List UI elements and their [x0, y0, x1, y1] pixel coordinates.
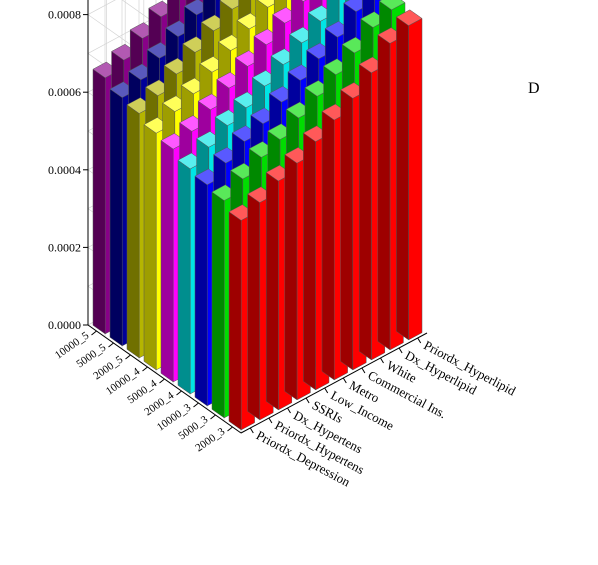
- bar-side-face: [284, 154, 298, 401]
- bar-side-face: [194, 175, 208, 407]
- z-tick-label: 0.0004: [48, 163, 81, 177]
- series-tick-mark: [176, 390, 182, 396]
- bar-side-face: [247, 193, 261, 421]
- z-tick-label: 0.0000: [48, 318, 81, 332]
- bar-top-face: [395, 9, 423, 26]
- series-tick-mark: [125, 354, 131, 360]
- category-tick-mark: [268, 417, 273, 424]
- bar: [395, 9, 423, 341]
- bar-side-face: [92, 68, 106, 335]
- z-tick-label: 0.0008: [48, 8, 81, 22]
- category-tick-mark: [380, 357, 384, 364]
- bar-top-face: [300, 0, 307, 2]
- bar-front-face: [408, 17, 423, 341]
- bar-side-face: [126, 104, 140, 359]
- panel-label: D: [528, 80, 540, 97]
- series-tick-mark: [159, 378, 165, 384]
- z-tick-label: 0.0002: [48, 240, 81, 254]
- category-tick-mark: [287, 407, 291, 414]
- bar-side-face: [160, 140, 174, 383]
- bar-side-face: [303, 132, 316, 391]
- series-tick-mark: [227, 426, 233, 432]
- bar-side-face: [358, 63, 372, 361]
- bar-side-face: [177, 159, 191, 395]
- bar-side-face: [340, 89, 354, 371]
- z-tick-label: 0.0006: [48, 85, 81, 99]
- category-tick-mark: [249, 427, 254, 434]
- category-tick-mark: [398, 347, 403, 354]
- category-tick-mark: [305, 397, 310, 404]
- bar-side-face: [377, 34, 391, 351]
- series-tick-mark: [91, 330, 97, 336]
- bar-side-face: [321, 110, 335, 381]
- series-tick-mark: [210, 414, 216, 420]
- series-tick-mark: [193, 402, 199, 408]
- bars: [92, 0, 423, 431]
- category-tick-mark: [417, 337, 422, 344]
- bar-side-face: [228, 211, 242, 431]
- category-tick-mark: [361, 367, 366, 374]
- series-tick-mark: [108, 342, 114, 348]
- bar-side-face: [396, 16, 409, 341]
- bar-top-face: [378, 0, 406, 11]
- bar-side-face: [143, 124, 157, 371]
- category-axis-line: [240, 332, 428, 434]
- series-tick-mark: [142, 366, 148, 372]
- category-tick-mark: [324, 387, 329, 394]
- bar-side-face: [211, 191, 225, 419]
- bar-side-face: [265, 171, 279, 411]
- axes: 0.00000.00020.00040.00060.00080.00102000…: [48, 0, 519, 490]
- bar-side-face: [109, 88, 123, 347]
- category-tick-mark: [342, 377, 347, 384]
